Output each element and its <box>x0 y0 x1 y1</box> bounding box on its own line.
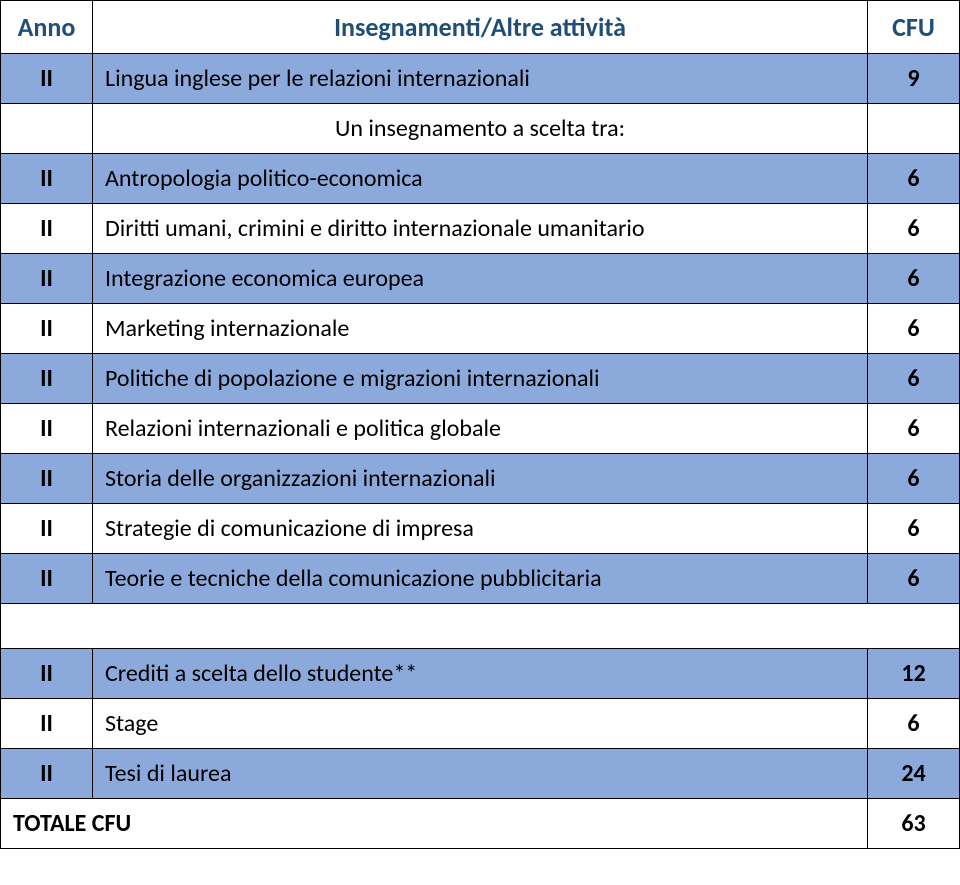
cell-course: Integrazione economica europea <box>93 254 868 304</box>
cell-year: II <box>1 304 93 354</box>
table-row: II Relazioni internazionali e politica g… <box>1 404 960 454</box>
cell-cfu: 24 <box>868 749 960 799</box>
cell-year: II <box>1 504 93 554</box>
header-attivita: Insegnamenti/Altre attività <box>93 1 868 54</box>
table-row: II Politiche di popolazione e migrazioni… <box>1 354 960 404</box>
table-row: II Integrazione economica europea 6 <box>1 254 960 304</box>
table-row: II Storia delle organizzazioni internazi… <box>1 454 960 504</box>
cell-cfu: 6 <box>868 204 960 254</box>
cell-cfu: 6 <box>868 254 960 304</box>
cell-year: II <box>1 254 93 304</box>
cell-cfu: 6 <box>868 554 960 604</box>
cell-course: Strategie di comunicazione di impresa <box>93 504 868 554</box>
spacer-row <box>1 604 960 649</box>
cell-year: II <box>1 354 93 404</box>
cell-year: II <box>1 699 93 749</box>
spacer-cell <box>1 604 960 649</box>
cell-cfu: 6 <box>868 354 960 404</box>
header-anno: Anno <box>1 1 93 54</box>
header-row: Anno Insegnamenti/Altre attività CFU <box>1 1 960 54</box>
table-row: II Stage 6 <box>1 699 960 749</box>
cell-cfu: 6 <box>868 699 960 749</box>
cell-cfu: 9 <box>868 54 960 104</box>
cell-cfu: 6 <box>868 454 960 504</box>
table-row: II Diritti umani, crimini e diritto inte… <box>1 204 960 254</box>
cell-cfu: 6 <box>868 304 960 354</box>
cell-cfu: 6 <box>868 154 960 204</box>
cell-course: Storia delle organizzazioni internaziona… <box>93 454 868 504</box>
cell-year: II <box>1 204 93 254</box>
cell-course: Stage <box>93 699 868 749</box>
table-row: II Teorie e tecniche della comunicazione… <box>1 554 960 604</box>
cell-cfu: 12 <box>868 649 960 699</box>
cell-course: Tesi di laurea <box>93 749 868 799</box>
cell-course: Antropologia politico-economica <box>93 154 868 204</box>
cell-course: Relazioni internazionali e politica glob… <box>93 404 868 454</box>
cell-year: II <box>1 154 93 204</box>
cell-year: II <box>1 649 93 699</box>
table-row: II Crediti a scelta dello studente** 12 <box>1 649 960 699</box>
cell-course: Diritti umani, crimini e diritto interna… <box>93 204 868 254</box>
cell-course: Marketing internazionale <box>93 304 868 354</box>
header-cfu: CFU <box>868 1 960 54</box>
table-row: II Lingua inglese per le relazioni inter… <box>1 54 960 104</box>
section-row: Un insegnamento a scelta tra: <box>1 104 960 154</box>
table-row: II Antropologia politico-economica 6 <box>1 154 960 204</box>
cell-year: II <box>1 749 93 799</box>
totale-row: TOTALE CFU 63 <box>1 799 960 849</box>
cell-year: II <box>1 404 93 454</box>
study-plan-table: Anno Insegnamenti/Altre attività CFU II … <box>0 0 960 849</box>
cell-course: Teorie e tecniche della comunicazione pu… <box>93 554 868 604</box>
cell-year-empty <box>1 104 93 154</box>
totale-cfu: 63 <box>868 799 960 849</box>
cell-cfu: 6 <box>868 504 960 554</box>
cell-year: II <box>1 554 93 604</box>
cell-year: II <box>1 54 93 104</box>
cell-course: Politiche di popolazione e migrazioni in… <box>93 354 868 404</box>
table-row: II Marketing internazionale 6 <box>1 304 960 354</box>
cell-year: II <box>1 454 93 504</box>
section-label: Un insegnamento a scelta tra: <box>93 104 868 154</box>
cell-course: Crediti a scelta dello studente** <box>93 649 868 699</box>
totale-label: TOTALE CFU <box>1 799 868 849</box>
table-row: II Strategie di comunicazione di impresa… <box>1 504 960 554</box>
cell-course: Lingua inglese per le relazioni internaz… <box>93 54 868 104</box>
table-row: II Tesi di laurea 24 <box>1 749 960 799</box>
cell-cfu-empty <box>868 104 960 154</box>
cell-cfu: 6 <box>868 404 960 454</box>
